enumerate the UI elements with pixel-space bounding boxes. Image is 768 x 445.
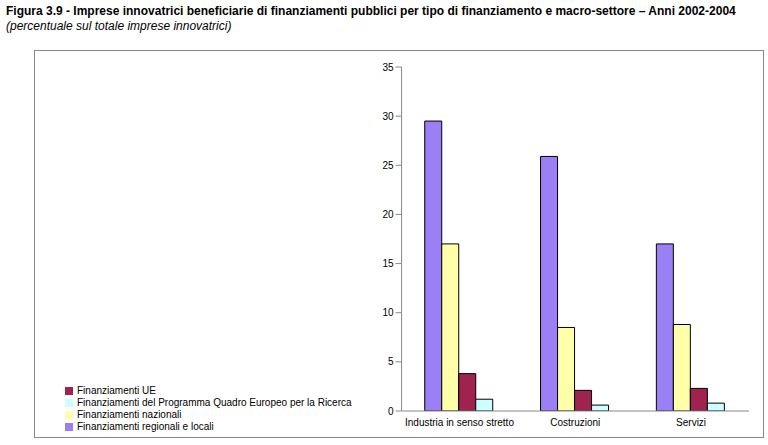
html-text:Finanziamenti del Programma Qu: Finanziamenti del Programma Quadro Europ…	[77, 397, 352, 408]
html-text:(percentuale sul totale impres: (percentuale sul totale imprese innovatr…	[6, 19, 232, 33]
svg-text:15: 15	[382, 258, 394, 269]
html-text:Finanziamenti nazionali: Finanziamenti nazionali	[77, 409, 182, 420]
svg-text:30: 30	[382, 111, 394, 122]
svg-text:10: 10	[382, 307, 394, 318]
svg-text:0: 0	[388, 406, 394, 417]
svg-text:5: 5	[388, 356, 394, 367]
svg-text:35: 35	[382, 62, 394, 73]
html-text:Finanziamenti UE: Finanziamenti UE	[77, 385, 156, 396]
svg-text:Industria in senso stretto: Industria in senso stretto	[405, 417, 514, 428]
svg-text:25: 25	[382, 160, 394, 171]
svg-text:20: 20	[382, 209, 394, 220]
html-text:Finanziamenti regionali e loca: Finanziamenti regionali e locali	[77, 421, 214, 432]
html-text:Figura 3.9 - Imprese innovatri: Figura 3.9 - Imprese innovatrici benefic…	[6, 4, 736, 18]
svg-text:Costruzioni: Costruzioni	[550, 417, 600, 428]
svg-text:Servizi: Servizi	[676, 417, 706, 428]
